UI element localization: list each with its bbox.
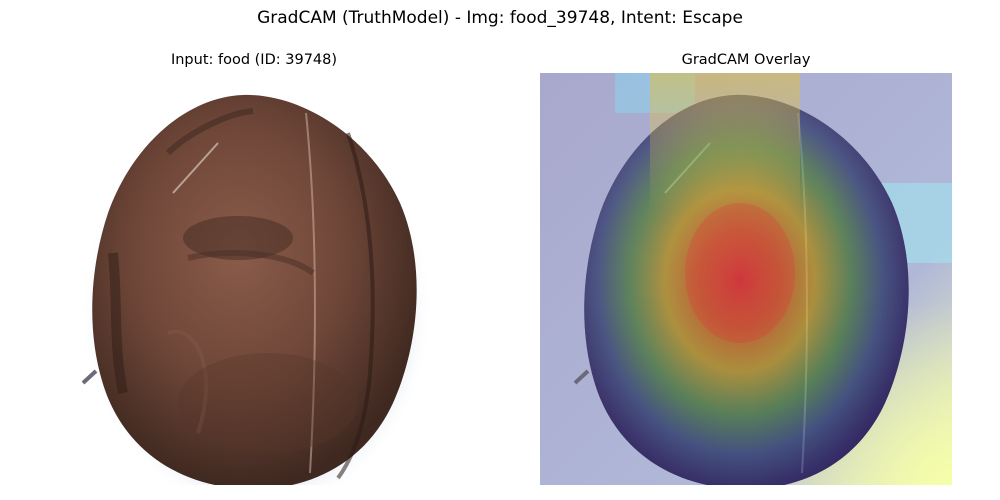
gradcam-overlay-panel: [540, 73, 952, 485]
overlay-panel-title: GradCAM Overlay: [681, 52, 811, 68]
coconut-image: [48, 73, 460, 485]
figure-title: GradCAM (TruthModel) - Img: food_39748, …: [257, 8, 743, 28]
input-image-panel: [48, 73, 460, 485]
gradcam-overlay-image: [540, 73, 952, 485]
input-panel-title: Input: food (ID: 39748): [170, 52, 338, 68]
